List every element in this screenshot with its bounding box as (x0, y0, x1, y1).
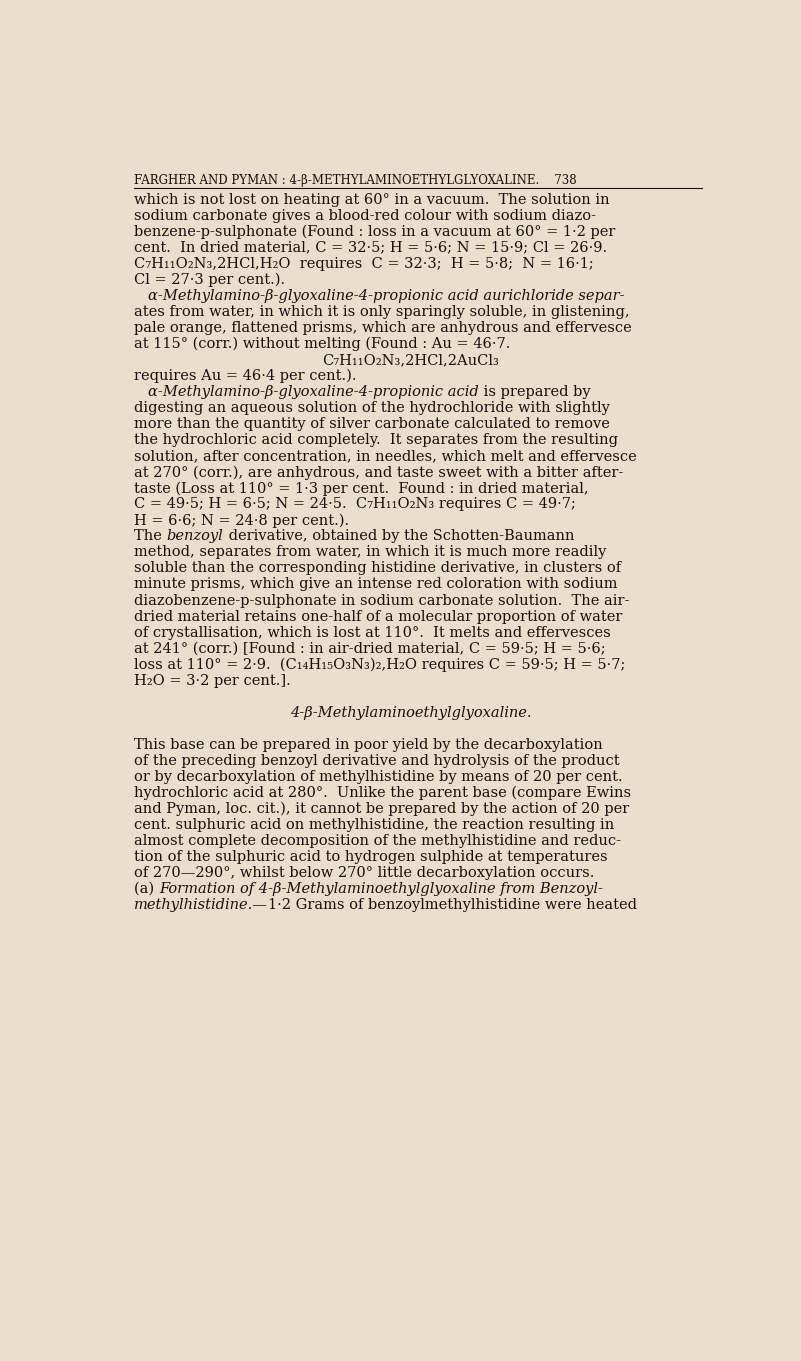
Text: 4-β-Methylaminoethylglyoxaline.: 4-β-Methylaminoethylglyoxaline. (290, 706, 531, 720)
Text: loss at 110° = 2·9.  (C₁₄H₁₅O₃N₃)₂,H₂O requires C = 59·5; H = 5·7;: loss at 110° = 2·9. (C₁₄H₁₅O₃N₃)₂,H₂O re… (135, 657, 626, 672)
Text: the hydrochloric acid completely.  It separates from the resulting: the hydrochloric acid completely. It sep… (135, 433, 618, 448)
Text: (a): (a) (135, 882, 159, 896)
Text: soluble than the corresponding histidine derivative, in clusters of: soluble than the corresponding histidine… (135, 562, 622, 576)
Text: α-Methylamino-β-glyoxaline-4-propionic acid: α-Methylamino-β-glyoxaline-4-propionic a… (148, 385, 479, 399)
Text: which is not lost on heating at 60° in a vacuum.  The solution in: which is not lost on heating at 60° in a… (135, 193, 610, 207)
Text: is prepared by: is prepared by (479, 385, 590, 399)
Text: H₂O = 3·2 per cent.].: H₂O = 3·2 per cent.]. (135, 674, 291, 687)
Text: The: The (135, 529, 167, 543)
Text: taste (Loss at 110° = 1·3 per cent.  Found : in dried material,: taste (Loss at 110° = 1·3 per cent. Foun… (135, 482, 589, 495)
Text: C₇H₁₁O₂N₃,2HCl,2AuCl₃: C₇H₁₁O₂N₃,2HCl,2AuCl₃ (322, 352, 499, 367)
Text: Formation of 4-β-Methylaminoethylglyoxaline from Benzoyl-: Formation of 4-β-Methylaminoethylglyoxal… (159, 882, 603, 896)
Text: benzoyl: benzoyl (167, 529, 223, 543)
Text: more than the quantity of silver carbonate calculated to remove: more than the quantity of silver carbona… (135, 416, 610, 431)
Text: ates from water, in which it is only sparingly soluble, in glistening,: ates from water, in which it is only spa… (135, 305, 630, 318)
Text: sodium carbonate gives a blood-red colour with sodium diazo-: sodium carbonate gives a blood-red colou… (135, 208, 596, 223)
Text: almost complete decomposition of the methylhistidine and reduc-: almost complete decomposition of the met… (135, 834, 622, 848)
Text: at 270° (corr.), are anhydrous, and taste sweet with a bitter after-: at 270° (corr.), are anhydrous, and tast… (135, 465, 623, 479)
Text: C = 49·5; H = 6·5; N = 24·5.  C₇H₁₁O₂N₃ requires C = 49·7;: C = 49·5; H = 6·5; N = 24·5. C₇H₁₁O₂N₃ r… (135, 497, 576, 512)
Text: pale orange, flattened prisms, which are anhydrous and effervesce: pale orange, flattened prisms, which are… (135, 321, 632, 335)
Text: and Pyman, loc. cit.), it cannot be prepared by the action of 20 per: and Pyman, loc. cit.), it cannot be prep… (135, 802, 630, 817)
Text: C₇H₁₁O₂N₃,2HCl,H₂O  requires  C = 32·3;  H = 5·8;  N = 16·1;: C₇H₁₁O₂N₃,2HCl,H₂O requires C = 32·3; H … (135, 257, 594, 271)
Text: FARGHER AND PYMAN : 4-β-METHYLAMINOETHYLGLYOXALINE.    738: FARGHER AND PYMAN : 4-β-METHYLAMINOETHYL… (135, 174, 577, 186)
Text: hydrochloric acid at 280°.  Unlike the parent base (compare Ewins: hydrochloric acid at 280°. Unlike the pa… (135, 785, 631, 800)
Text: tion of the sulphuric acid to hydrogen sulphide at temperatures: tion of the sulphuric acid to hydrogen s… (135, 851, 608, 864)
Text: Cl = 27·3 per cent.).: Cl = 27·3 per cent.). (135, 272, 285, 287)
Text: H = 6·6; N = 24·8 per cent.).: H = 6·6; N = 24·8 per cent.). (135, 513, 349, 528)
Text: cent.  In dried material, C = 32·5; H = 5·6; N = 15·9; Cl = 26·9.: cent. In dried material, C = 32·5; H = 5… (135, 241, 607, 255)
Text: minute prisms, which give an intense red coloration with sodium: minute prisms, which give an intense red… (135, 577, 618, 592)
Text: 1·2 Grams of benzoylmethylhistidine were heated: 1·2 Grams of benzoylmethylhistidine were… (268, 898, 637, 912)
Text: diazobenzene-p-sulphonate in sodium carbonate solution.  The air-: diazobenzene-p-sulphonate in sodium carb… (135, 593, 630, 607)
Text: methylhistidine.—: methylhistidine.— (135, 898, 268, 912)
Text: of the preceding benzoyl derivative and hydrolysis of the product: of the preceding benzoyl derivative and … (135, 754, 620, 768)
Text: of 270—290°, whilst below 270° little decarboxylation occurs.: of 270—290°, whilst below 270° little de… (135, 866, 594, 881)
Text: of crystallisation, which is lost at 110°.  It melts and effervesces: of crystallisation, which is lost at 110… (135, 626, 611, 640)
Text: at 115° (corr.) without melting (Found : Au = 46·7.: at 115° (corr.) without melting (Found :… (135, 338, 511, 351)
Text: α-Methylamino-β-glyoxaline-4-propionic acid aurichloride separ-: α-Methylamino-β-glyoxaline-4-propionic a… (148, 289, 625, 304)
Text: method, separates from water, in which it is much more readily: method, separates from water, in which i… (135, 546, 606, 559)
Text: requires Au = 46·4 per cent.).: requires Au = 46·4 per cent.). (135, 369, 356, 384)
Text: dried material retains one-half of a molecular proportion of water: dried material retains one-half of a mol… (135, 610, 622, 623)
Text: This base can be prepared in poor yield by the decarboxylation: This base can be prepared in poor yield … (135, 738, 603, 751)
Text: solution, after concentration, in needles, which melt and effervesce: solution, after concentration, in needle… (135, 449, 637, 463)
Text: at 241° (corr.) [Found : in air-dried material, C = 59·5; H = 5·6;: at 241° (corr.) [Found : in air-dried ma… (135, 641, 606, 656)
Text: digesting an aqueous solution of the hydrochloride with slightly: digesting an aqueous solution of the hyd… (135, 401, 610, 415)
Text: benzene-p-sulphonate (Found : loss in a vacuum at 60° = 1·2 per: benzene-p-sulphonate (Found : loss in a … (135, 225, 616, 240)
Text: or by decarboxylation of methylhistidine by means of 20 per cent.: or by decarboxylation of methylhistidine… (135, 770, 623, 784)
Text: cent. sulphuric acid on methylhistidine, the reaction resulting in: cent. sulphuric acid on methylhistidine,… (135, 818, 614, 832)
Text: derivative, obtained by the Schotten-Baumann: derivative, obtained by the Schotten-Bau… (223, 529, 574, 543)
